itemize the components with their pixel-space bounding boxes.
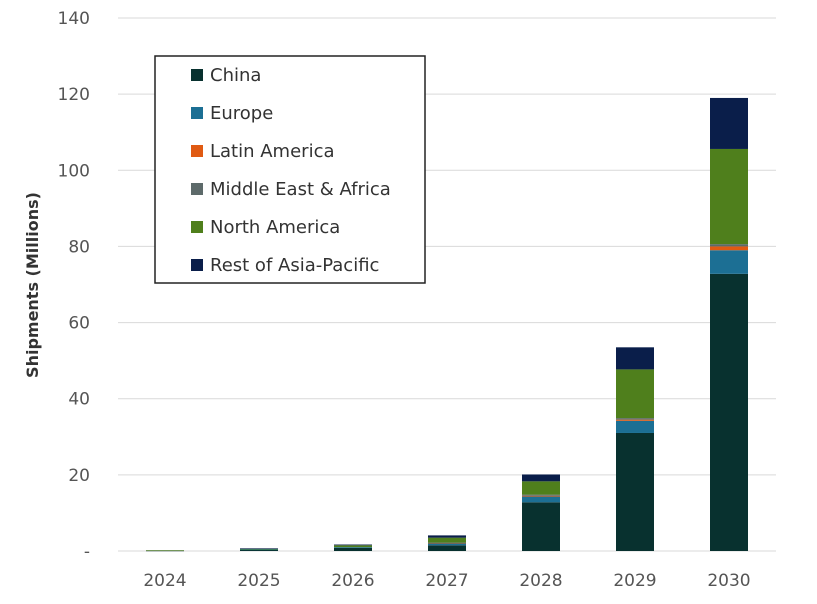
- bar-segment: [710, 244, 748, 247]
- bar-stack-2024: [146, 550, 184, 552]
- legend-item: Rest of Asia-Pacific: [191, 255, 379, 276]
- legend-swatch: [191, 107, 203, 119]
- bar-stack-2030: [710, 97, 748, 551]
- bar-segment: [428, 535, 466, 538]
- legend: China Europe Latin America Middle East & Af…: [154, 55, 426, 284]
- y-tick-label: 100: [58, 161, 90, 181]
- bar-stack-2025: [240, 548, 278, 551]
- y-tick-label: -: [84, 542, 90, 562]
- legend-item: North America: [191, 217, 340, 238]
- bar-segment: [334, 547, 372, 551]
- bar-segment: [240, 549, 278, 551]
- y-tick-label: 40: [68, 390, 90, 410]
- bar-segment: [522, 495, 560, 497]
- y-axis-ticks: - 20 40 60 80 100 120 140: [58, 9, 90, 562]
- bar-segment: [710, 97, 748, 149]
- bar-segment: [334, 545, 372, 548]
- bar-segment: [616, 369, 654, 419]
- legend-label: Middle East & Africa: [210, 179, 391, 200]
- legend-item: Latin America: [191, 141, 335, 162]
- y-tick-label: 120: [58, 85, 90, 105]
- bar-segment: [522, 494, 560, 496]
- bar-segment: [428, 542, 466, 544]
- legend-label: Latin America: [210, 141, 335, 162]
- bar-segment: [616, 418, 654, 420]
- legend-label: Rest of Asia-Pacific: [210, 255, 379, 276]
- bar-segment: [428, 537, 466, 543]
- x-tick-label: 2029: [613, 571, 656, 591]
- x-tick-label: 2028: [519, 571, 562, 591]
- y-tick-label: 60: [68, 314, 90, 334]
- y-axis-title: Shipments (Millions): [23, 192, 42, 378]
- x-tick-label: 2025: [237, 571, 280, 591]
- legend-box: [154, 55, 426, 284]
- bar-segment: [710, 250, 748, 274]
- y-tick-label: 140: [58, 9, 90, 29]
- bars: [146, 97, 748, 552]
- bar-stack-2028: [522, 474, 560, 551]
- legend-swatch: [191, 259, 203, 271]
- bar-stack-2027: [428, 535, 466, 551]
- bar-segment: [428, 543, 466, 544]
- bar-segment: [428, 545, 466, 551]
- legend-label: China: [210, 65, 261, 86]
- bar-segment: [710, 148, 748, 245]
- x-tick-label: 2030: [707, 571, 750, 591]
- bar-segment: [522, 496, 560, 503]
- bar-stack-2029: [616, 347, 654, 551]
- bar-segment: [240, 548, 278, 549]
- bar-segment: [146, 550, 184, 552]
- y-tick-label: 80: [68, 237, 90, 257]
- bar-segment: [616, 347, 654, 370]
- bar-segment: [616, 420, 654, 433]
- legend-label: Europe: [210, 103, 273, 124]
- legend-item: Middle East & Africa: [191, 179, 391, 200]
- bar-segment: [616, 432, 654, 551]
- x-tick-label: 2024: [143, 571, 186, 591]
- y-tick-label: 20: [68, 466, 90, 486]
- bar-segment: [522, 481, 560, 495]
- legend-swatch: [191, 145, 203, 157]
- legend-item: Europe: [191, 103, 273, 124]
- legend-item: China: [191, 65, 261, 86]
- legend-swatch: [191, 69, 203, 81]
- x-axis-ticks: 2024 2025 2026 2027 2028 2029 2030: [143, 571, 750, 591]
- bar-segment: [522, 474, 560, 482]
- bar-segment: [710, 273, 748, 551]
- x-tick-label: 2027: [425, 571, 468, 591]
- x-tick-label: 2026: [331, 571, 374, 591]
- bar-segment: [710, 246, 748, 251]
- bar-segment: [428, 543, 466, 546]
- bar-segment: [616, 419, 654, 421]
- bar-segment: [240, 548, 278, 550]
- bar-segment: [146, 550, 184, 551]
- bar-segment: [522, 502, 560, 551]
- legend-label: North America: [210, 217, 340, 238]
- legend-swatch: [191, 221, 203, 233]
- bar-stack-2026: [334, 544, 372, 551]
- bar-segment: [240, 549, 278, 551]
- bar-segment: [334, 544, 372, 546]
- legend-swatch: [191, 183, 203, 195]
- bar-segment: [334, 547, 372, 548]
